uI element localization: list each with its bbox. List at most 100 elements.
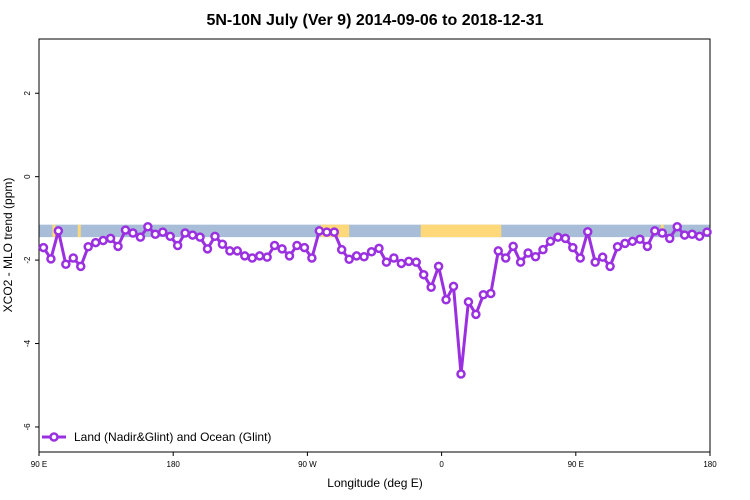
data-point [694, 231, 705, 242]
data-point [627, 236, 638, 247]
data-point [98, 235, 108, 246]
y-tick-label: -4 [23, 339, 32, 347]
data-point [217, 239, 228, 249]
data-point [478, 289, 489, 300]
data-point [515, 257, 526, 267]
data-point [575, 253, 586, 263]
land-ocean-band [39, 224, 710, 238]
ocean-band [39, 224, 710, 238]
data-point [553, 232, 563, 242]
data-point [53, 226, 64, 236]
land-segment [420, 224, 502, 238]
data-point [299, 242, 310, 253]
data-point [120, 225, 131, 235]
data-point [389, 253, 399, 263]
y-tick-label: 2 [23, 90, 32, 95]
data-point [612, 242, 623, 252]
data-point [530, 252, 541, 262]
data-point [195, 232, 205, 242]
data-point [374, 243, 384, 254]
data-point [240, 251, 250, 261]
data-point [381, 257, 392, 267]
data-point [560, 233, 571, 244]
data-point [284, 251, 295, 261]
data-point [158, 227, 168, 237]
data-point [165, 231, 175, 242]
data-point [396, 258, 407, 269]
data-point [187, 230, 198, 240]
y-axis-label: XCO2 - MLO trend (ppm) [1, 178, 15, 313]
data-point [254, 251, 265, 261]
data-point [404, 256, 414, 267]
data-point [113, 241, 123, 252]
data-point [672, 221, 682, 232]
data-point [545, 236, 556, 247]
data-point [582, 226, 593, 237]
data-point [590, 257, 600, 267]
data-point [359, 252, 369, 262]
data-point [471, 309, 481, 320]
data-point [307, 253, 317, 263]
data-point [642, 241, 653, 252]
x-tick-label: 90 W [298, 460, 317, 469]
data-point [329, 227, 339, 237]
data-point [269, 240, 280, 251]
data-point [135, 232, 146, 242]
data-point [232, 246, 243, 256]
data-point [441, 294, 451, 305]
data-point [83, 242, 93, 252]
data-point [702, 227, 712, 237]
data-point [61, 259, 71, 270]
data-point [68, 253, 79, 263]
x-tick-label: 0 [439, 460, 444, 469]
data-point [433, 261, 444, 272]
data-point [448, 281, 459, 292]
y-tick-label: -2 [23, 256, 32, 264]
data-point [538, 244, 548, 255]
data-point [411, 257, 422, 267]
data-point [143, 221, 153, 232]
data-point [38, 242, 49, 253]
data-point [202, 244, 213, 254]
data-point [314, 226, 325, 236]
data-point [262, 252, 272, 262]
data-point [679, 230, 690, 240]
data-point [180, 228, 190, 238]
data-point [620, 238, 630, 249]
data-point [225, 246, 235, 256]
data-point [46, 254, 56, 264]
data-point [322, 227, 332, 237]
data-point [650, 226, 660, 236]
data-point [597, 252, 608, 262]
data-point [128, 228, 138, 238]
data-point [277, 244, 287, 254]
data-point [150, 229, 161, 239]
data-point [568, 242, 578, 253]
data-point [687, 229, 697, 239]
data-point [500, 253, 511, 263]
data-point [456, 369, 466, 379]
data-point [486, 288, 496, 299]
data-point [247, 253, 257, 263]
data-point [418, 269, 429, 280]
x-tick-label: 90 E [568, 460, 584, 469]
data-point [523, 248, 533, 258]
data-point [90, 237, 101, 248]
x-axis-label: Longitude (deg E) [327, 476, 422, 490]
data-point [76, 261, 86, 272]
chart-title: 5N-10N July (Ver 9) 2014-09-06 to 2018-1… [206, 12, 543, 29]
data-point [292, 240, 302, 251]
legend-label: Land (Nadir&Glint) and Ocean (Glint) [74, 430, 271, 444]
data-point [657, 228, 668, 238]
data-point [105, 233, 116, 244]
land-segment [77, 224, 81, 238]
data-point [635, 234, 645, 244]
data-point [463, 297, 474, 307]
x-tick-label: 180 [167, 460, 181, 469]
y-tick-label: -6 [23, 423, 32, 431]
data-point [351, 251, 362, 261]
data-point [336, 244, 347, 255]
data-point [426, 282, 436, 292]
y-tick-label: 0 [23, 174, 32, 179]
